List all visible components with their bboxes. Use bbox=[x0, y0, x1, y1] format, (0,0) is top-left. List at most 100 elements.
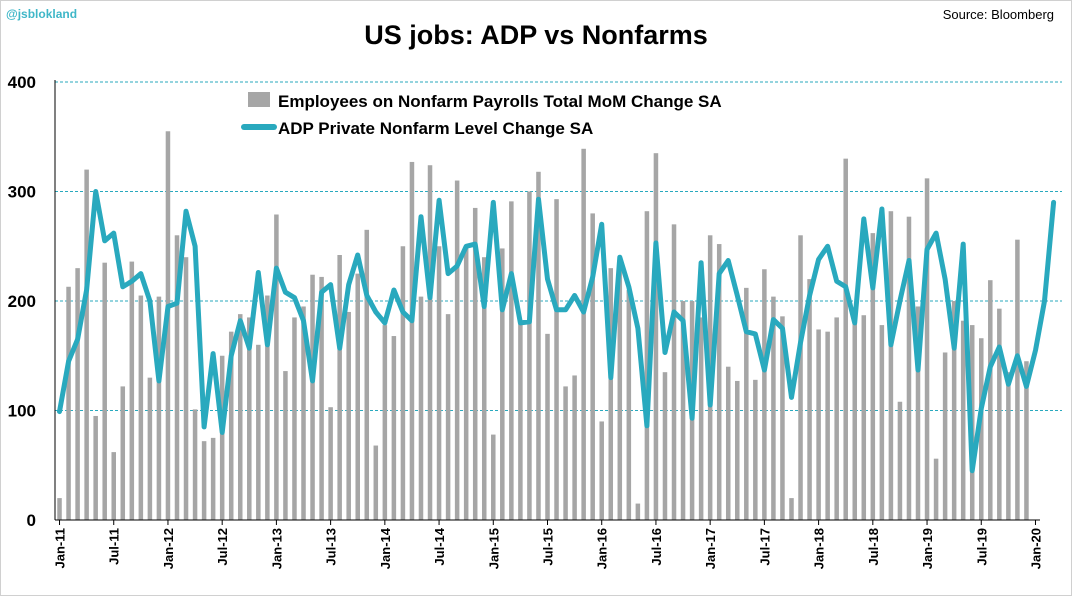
y-tick-label: 300 bbox=[8, 183, 36, 202]
bar bbox=[834, 317, 839, 520]
bar bbox=[798, 235, 803, 521]
bar bbox=[509, 201, 514, 521]
bar bbox=[725, 366, 731, 520]
adp-line bbox=[57, 189, 1057, 474]
bar bbox=[563, 386, 568, 520]
bar bbox=[328, 407, 333, 520]
x-tick-label: Jan-12 bbox=[161, 528, 176, 569]
bar bbox=[861, 315, 867, 520]
y-tick-label: 0 bbox=[27, 511, 36, 530]
bar bbox=[247, 317, 252, 520]
bar bbox=[93, 415, 98, 520]
bar bbox=[454, 180, 460, 521]
bar bbox=[102, 262, 107, 520]
bar bbox=[626, 290, 632, 520]
bar bbox=[771, 296, 776, 520]
bar bbox=[762, 269, 767, 520]
bar bbox=[816, 329, 821, 520]
x-tick-label: Jul-13 bbox=[324, 528, 339, 566]
bar bbox=[373, 445, 379, 520]
line-series bbox=[57, 189, 1057, 474]
bar bbox=[789, 498, 794, 520]
author-handle: @jsblokland bbox=[6, 7, 78, 21]
bar bbox=[735, 380, 740, 520]
bar bbox=[1024, 361, 1029, 520]
bar bbox=[111, 452, 116, 520]
bar bbox=[807, 279, 812, 520]
bar bbox=[753, 379, 758, 520]
bar bbox=[960, 320, 966, 520]
bar bbox=[301, 306, 306, 520]
bar bbox=[590, 213, 595, 520]
bar bbox=[237, 314, 243, 520]
bar bbox=[274, 214, 279, 520]
x-tick-label: Jul-12 bbox=[215, 528, 230, 566]
bar bbox=[147, 377, 153, 520]
y-tick-label: 100 bbox=[8, 402, 36, 421]
bar bbox=[662, 372, 668, 520]
y-tick-label: 400 bbox=[8, 73, 36, 92]
bar bbox=[888, 211, 894, 520]
bar bbox=[84, 169, 89, 520]
x-tick-label: Jul-18 bbox=[866, 528, 881, 566]
bar bbox=[644, 211, 650, 520]
x-tick-label: Jan-11 bbox=[53, 528, 68, 568]
bar bbox=[924, 178, 930, 521]
bar bbox=[933, 458, 939, 520]
legend-label-bars: Employees on Nonfarm Payrolls Total MoM … bbox=[278, 92, 722, 111]
bar bbox=[463, 246, 469, 520]
bar bbox=[608, 268, 614, 520]
bar bbox=[57, 498, 62, 520]
x-tick-label: Jul-14 bbox=[432, 527, 447, 565]
bar bbox=[942, 352, 948, 520]
bar-series bbox=[57, 131, 1029, 521]
bar bbox=[427, 165, 433, 520]
bar bbox=[481, 257, 487, 520]
bar bbox=[852, 321, 858, 520]
bar bbox=[346, 311, 351, 520]
bar bbox=[500, 248, 505, 520]
bar bbox=[472, 207, 478, 521]
bar bbox=[870, 233, 876, 521]
bar bbox=[843, 158, 848, 520]
x-tick-label: Jul-19 bbox=[974, 528, 989, 566]
bar bbox=[310, 274, 315, 520]
bar bbox=[1006, 372, 1011, 520]
bar bbox=[915, 306, 921, 520]
bar bbox=[879, 325, 885, 520]
bar bbox=[183, 257, 189, 520]
x-tick-label: Jan-19 bbox=[920, 528, 935, 569]
source-label: Source: Bloomberg bbox=[942, 7, 1054, 22]
bar bbox=[897, 401, 903, 520]
x-tick-label: Jul-15 bbox=[541, 528, 556, 566]
bar bbox=[337, 255, 342, 520]
bar bbox=[228, 331, 234, 520]
bar bbox=[219, 355, 225, 520]
bar bbox=[75, 268, 80, 520]
bar bbox=[527, 191, 532, 520]
bar bbox=[599, 421, 604, 520]
bar bbox=[156, 296, 162, 520]
bar bbox=[617, 264, 623, 520]
bar bbox=[680, 301, 686, 520]
bar bbox=[364, 229, 370, 520]
bar bbox=[201, 441, 207, 520]
bar bbox=[1015, 239, 1020, 520]
bar bbox=[120, 386, 126, 520]
bar bbox=[988, 280, 993, 520]
bar bbox=[653, 153, 659, 521]
bar bbox=[436, 246, 442, 520]
x-tick-label: Jul-16 bbox=[649, 528, 664, 566]
bar bbox=[545, 333, 550, 520]
bar bbox=[698, 317, 704, 520]
bar bbox=[283, 371, 288, 520]
bar bbox=[400, 246, 406, 520]
bar bbox=[906, 216, 912, 520]
y-tick-label: 200 bbox=[8, 292, 36, 311]
bar bbox=[445, 314, 451, 520]
bar bbox=[138, 295, 144, 520]
x-tick-label: Jan-18 bbox=[812, 528, 827, 569]
bar bbox=[174, 235, 180, 521]
bar bbox=[518, 322, 523, 520]
